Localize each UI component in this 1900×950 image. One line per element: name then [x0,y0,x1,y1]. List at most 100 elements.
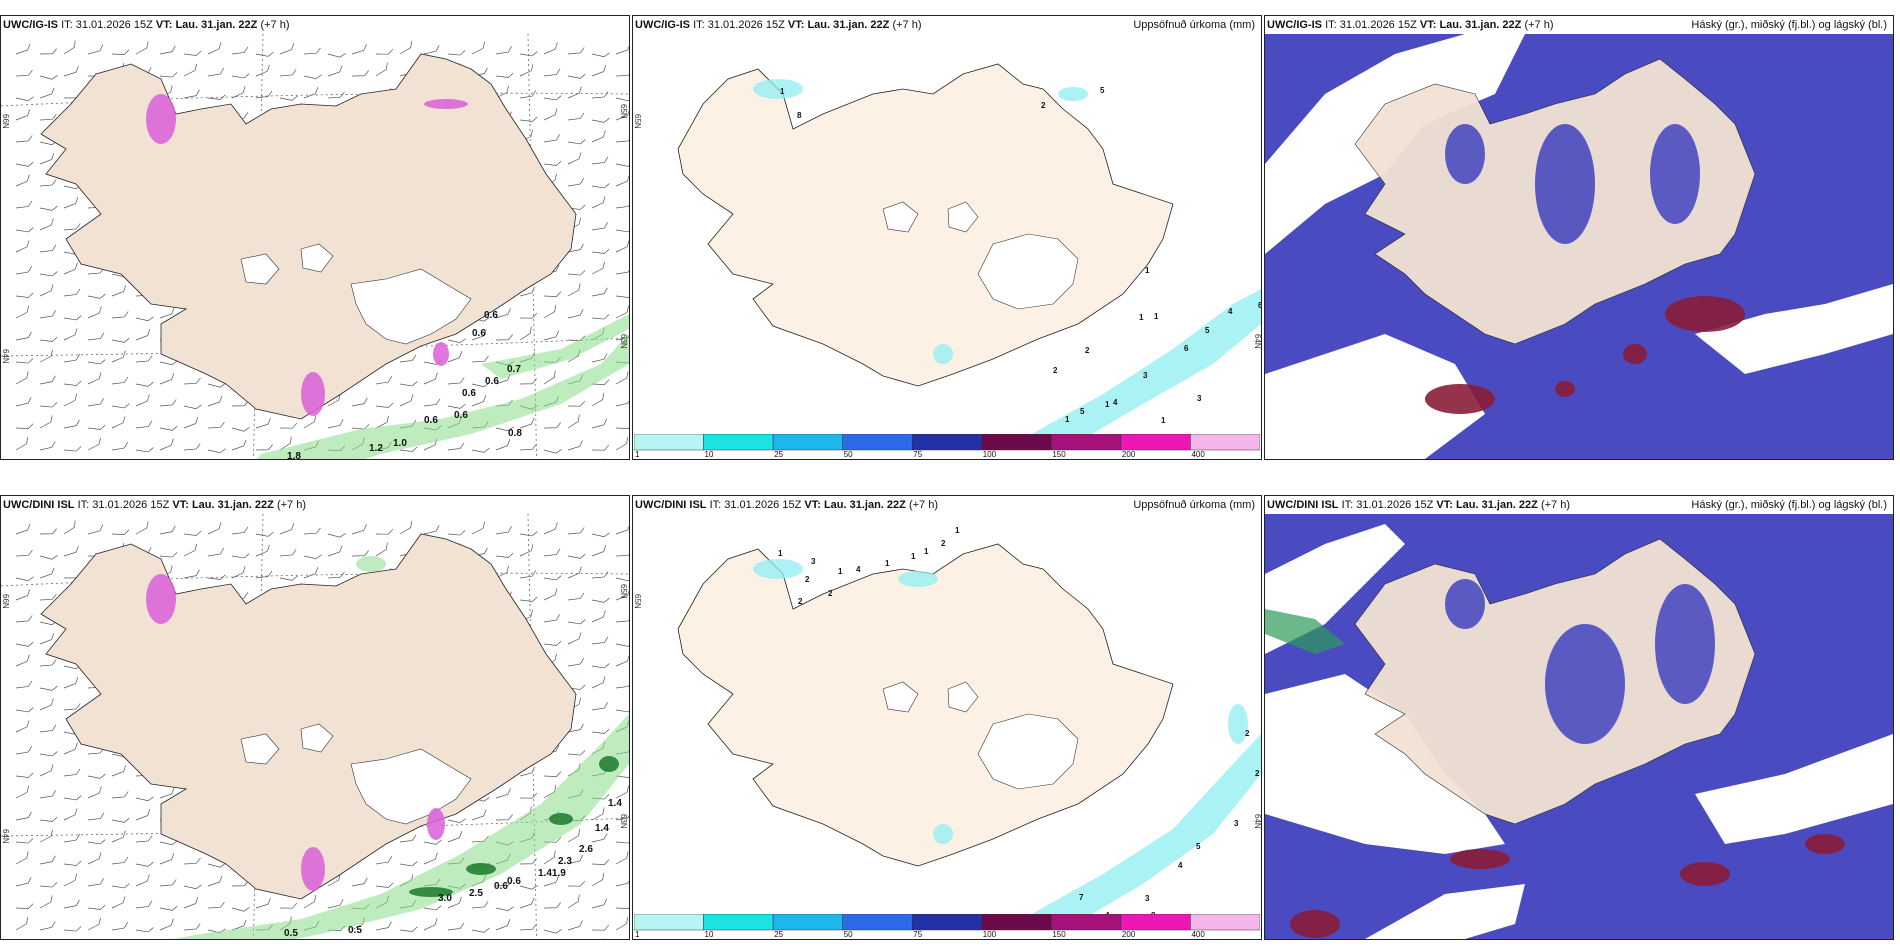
wind-barb [591,183,610,189]
wind-barb [183,884,202,890]
wind-barb [15,240,30,253]
colorbar-tick: 1 [635,930,640,938]
graticule-label: 65N [633,594,642,609]
precip-value-label: 5 [1196,842,1201,851]
colorbar-tick: 100 [983,450,997,458]
wind-barb [135,809,151,821]
wind-barb [111,403,130,409]
wind-barb [615,135,629,143]
wind-barb [567,243,584,253]
wind-barb [447,442,465,451]
wind-barb [519,792,538,799]
wind-barb [207,94,226,100]
wind-barb [87,878,105,887]
iceland-land [40,533,577,900]
colorbar: 1 10 25 50 75 100 150 200 400 [633,913,1261,939]
wind-barb [63,446,82,452]
wind-barb [591,458,604,459]
wind-barb [279,95,298,101]
colorbar-tick: 400 [1191,930,1205,938]
wind-barb [567,86,582,99]
wind-barb [39,284,54,297]
green-cloud [1265,609,1345,654]
wind-barb [39,855,56,865]
wind-barb [471,521,485,535]
colorbar-swatch [981,433,1052,451]
wind-barb [279,575,298,581]
wind-barb [591,610,606,623]
colorbar-swatch [1051,433,1122,451]
wind-barb [159,552,178,558]
precip-value-label: 1 [924,547,929,556]
glacier-hofsjokull [947,681,979,713]
wind-barb [39,441,56,451]
wind-barb [543,95,562,101]
wind-barb [255,90,273,99]
wind-barb [39,555,58,560]
wind-barb [615,174,629,187]
precip-values: 1.41.42.62.31.41.90.6 0.62.53.00.5 0.5 [284,798,622,939]
wind-barb [615,707,629,713]
colorbar-tick: 150 [1052,930,1066,938]
precip-value-label: 4 [1113,398,1118,407]
wind-barb [279,422,298,429]
wind-barb [615,397,629,407]
wind-barb [567,894,580,909]
wind-barb [135,796,154,802]
wind-barb [15,654,30,667]
colorbar-tick: 200 [1122,930,1136,938]
graticule-label: 65N [619,584,628,599]
wind-barb [15,436,29,451]
colorbar-swatch [1190,433,1261,451]
wind-barb [567,440,583,451]
wind-barb [39,567,55,579]
wind-barb [135,835,153,843]
wind-barb [567,920,583,931]
wind-barb [135,329,151,341]
wind-barb [543,68,561,77]
wind-barb [15,523,31,535]
wind-barb [567,152,582,165]
glacier-vatnajokull [350,748,472,825]
graticule-label: 25W [1,939,10,940]
wind-barb [543,330,560,341]
wind-barb [303,87,319,99]
wind-barb [183,923,201,931]
wind-barb [63,546,79,557]
precip-value-label: 1.2 [369,443,383,454]
snow-areas [146,574,445,891]
wind-barb [423,905,442,911]
precip-value-label: 0.6 [462,388,476,399]
wind-barb [399,354,417,363]
wind-barb [87,332,105,341]
wind-barb [231,86,246,99]
wind-barb [39,113,57,121]
wind-barb [615,305,629,319]
precip-value-label: 3 [1145,894,1150,903]
wind-barb [615,680,629,689]
glacier-langjokull [882,681,919,713]
colorbar-swatch [911,433,983,451]
wind-barb [207,42,222,55]
glacier-hofsjokull [947,201,979,233]
wind-barb [303,894,317,909]
precip-value-label: 7 [1079,893,1084,902]
wind-barb [87,812,105,821]
precip-value-label: 1 [780,87,785,96]
wind-barb [111,856,129,865]
wind-barb [399,446,418,452]
graticule-label: 64N [1253,334,1261,349]
wind-barb [39,402,58,408]
wind-barb [207,901,225,909]
precip-value-label: 1 [1065,415,1070,424]
wind-barb [111,817,130,823]
wind-barb [327,938,341,939]
wind-barb [207,522,222,535]
wind-barb [279,523,295,535]
wind-barb [87,44,104,55]
wind-barb [447,351,463,363]
panel-clouds-dini: UWC/DINI ISL IT: 31.01.2026 15Z VT: Lau.… [1264,495,1894,940]
precip-value-label: 4 [1228,307,1233,316]
precip-shading [753,79,1261,439]
